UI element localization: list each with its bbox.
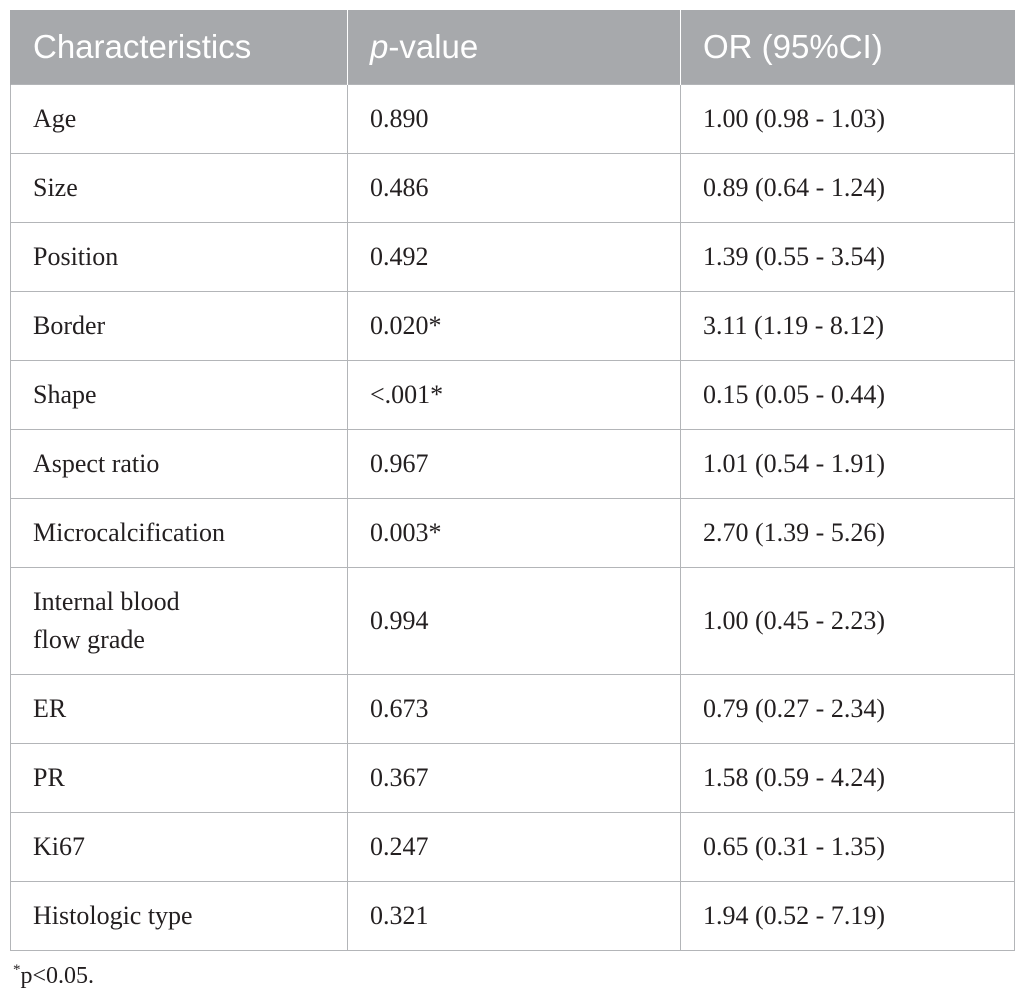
table-row: Position 0.492 1.39 (0.55 - 3.54) [10, 222, 1015, 292]
results-table-container: Characteristics p-value OR (95%CI) Age 0… [10, 10, 1015, 951]
cell-or-ci: 0.15 (0.05 - 0.44) [680, 360, 1015, 430]
cell-characteristic: Ki67 [10, 812, 348, 882]
cell-or-ci: 1.01 (0.54 - 1.91) [680, 429, 1015, 499]
cell-p-value: 0.492 [347, 222, 681, 292]
table-row: Shape <.001* 0.15 (0.05 - 0.44) [10, 360, 1015, 430]
results-table: Characteristics p-value OR (95%CI) Age 0… [10, 10, 1015, 951]
footnote-text: p<0.05. [20, 963, 95, 989]
cell-characteristic: Position [10, 222, 348, 292]
cell-characteristic-line1: Internal blood [33, 587, 180, 616]
table-row: Internal blood flow grade 0.994 1.00 (0.4… [10, 567, 1015, 675]
cell-or-ci: 1.94 (0.52 - 7.19) [680, 881, 1015, 951]
header-characteristics: Characteristics [10, 10, 348, 85]
cell-or-ci: 0.89 (0.64 - 1.24) [680, 153, 1015, 223]
cell-p-value: 0.003* [347, 498, 681, 568]
table-row: ER 0.673 0.79 (0.27 - 2.34) [10, 674, 1015, 744]
cell-characteristic: Aspect ratio [10, 429, 348, 499]
cell-characteristic: Shape [10, 360, 348, 430]
table-row: Aspect ratio 0.967 1.01 (0.54 - 1.91) [10, 429, 1015, 499]
table-row: Age 0.890 1.00 (0.98 - 1.03) [10, 84, 1015, 154]
cell-characteristic: Age [10, 84, 348, 154]
cell-p-value: 0.890 [347, 84, 681, 154]
header-or-ci: OR (95%CI) [680, 10, 1015, 85]
cell-characteristic: PR [10, 743, 348, 813]
cell-or-ci: 0.65 (0.31 - 1.35) [680, 812, 1015, 882]
cell-or-ci: 1.58 (0.59 - 4.24) [680, 743, 1015, 813]
table-row: Microcalcification 0.003* 2.70 (1.39 - 5… [10, 498, 1015, 568]
cell-p-value: 0.321 [347, 881, 681, 951]
table-row: Border 0.020* 3.11 (1.19 - 8.12) [10, 291, 1015, 361]
cell-or-ci: 2.70 (1.39 - 5.26) [680, 498, 1015, 568]
cell-p-value: <.001* [347, 360, 681, 430]
cell-p-value: 0.486 [347, 153, 681, 223]
cell-or-ci: 3.11 (1.19 - 8.12) [680, 291, 1015, 361]
cell-or-ci: 1.00 (0.98 - 1.03) [680, 84, 1015, 154]
header-p-value: p-value [347, 10, 681, 85]
header-p-value-rest: -value [388, 28, 479, 65]
cell-p-value: 0.673 [347, 674, 681, 744]
table-row: Histologic type 0.321 1.94 (0.52 - 7.19) [10, 881, 1015, 951]
cell-characteristic: Border [10, 291, 348, 361]
cell-characteristic: Size [10, 153, 348, 223]
cell-characteristic: ER [10, 674, 348, 744]
cell-characteristic: Histologic type [10, 881, 348, 951]
cell-characteristic: Microcalcification [10, 498, 348, 568]
table-row: Size 0.486 0.89 (0.64 - 1.24) [10, 153, 1015, 223]
cell-or-ci: 0.79 (0.27 - 2.34) [680, 674, 1015, 744]
cell-or-ci: 1.00 (0.45 - 2.23) [680, 567, 1015, 675]
table-row: PR 0.367 1.58 (0.59 - 4.24) [10, 743, 1015, 813]
cell-or-ci: 1.39 (0.55 - 3.54) [680, 222, 1015, 292]
cell-p-value: 0.020* [347, 291, 681, 361]
cell-p-value: 0.994 [347, 567, 681, 675]
cell-p-value: 0.967 [347, 429, 681, 499]
cell-p-value: 0.247 [347, 812, 681, 882]
cell-characteristic: Internal blood flow grade [10, 567, 348, 675]
table-header-row: Characteristics p-value OR (95%CI) [10, 10, 1015, 85]
cell-p-value: 0.367 [347, 743, 681, 813]
table-footnote: *p<0.05. [13, 962, 94, 990]
table-row: Ki67 0.247 0.65 (0.31 - 1.35) [10, 812, 1015, 882]
footnote-marker: * [13, 962, 21, 978]
header-p-value-italic: p [370, 28, 389, 65]
cell-characteristic-line2: flow grade [33, 625, 145, 654]
